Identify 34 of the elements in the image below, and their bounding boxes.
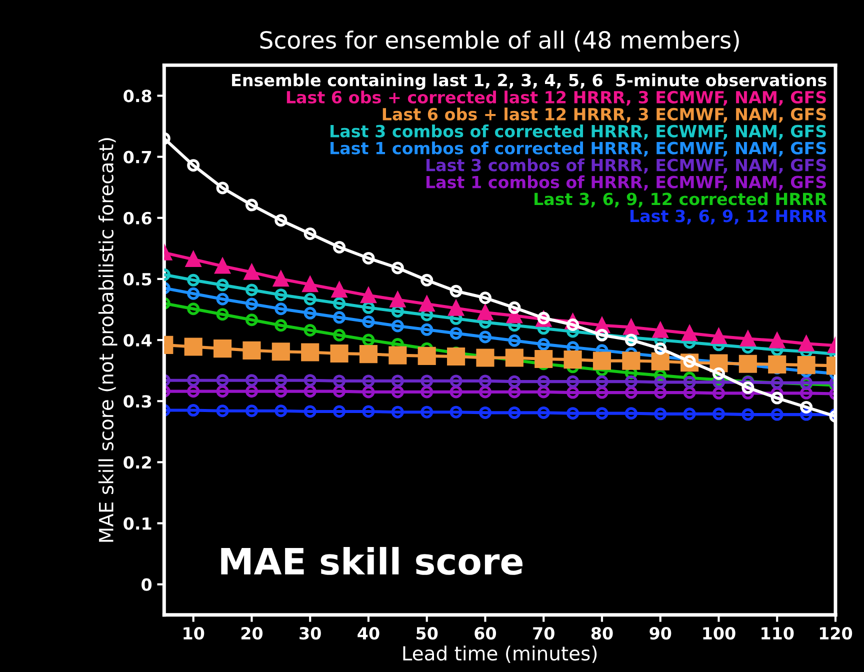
x-tick-label: 30	[300, 626, 321, 640]
y-tick-label: 0.6	[124, 212, 152, 224]
text: Last 6 obs + last 12 HRRR, 3 ECMWF, NAM, GFS	[382, 108, 826, 123]
y-tick-label: 0.4	[124, 334, 152, 347]
x-tick-label: 110	[762, 626, 794, 640]
annotation: MAE skill score	[221, 546, 522, 575]
y-tick-label: 0.7	[124, 150, 152, 164]
y-tick-label: 0.3	[124, 395, 152, 408]
y-tick-label: 0.5	[124, 272, 152, 286]
y-tick-label: 0	[142, 578, 152, 591]
text: Last 1 combos of corrected HRRR, ECMWF, NAM, GFS	[330, 142, 826, 157]
x-axis-title: Lead time (minutes)	[403, 646, 597, 663]
y-tick-label: 0.1	[124, 517, 152, 530]
text: Last 6 obs + corrected last 12 HRRR, 3 ECMWF, NAM, GFS	[286, 90, 826, 106]
x-tick-label: 20	[241, 626, 263, 640]
x-tick-label: 10	[184, 626, 204, 640]
text: Last 1 combos of HRRR, ECMWF, NAM, GFS	[426, 175, 826, 190]
text: Last 3 combos of HRRR, ECMWF, NAM, GFS	[426, 158, 826, 174]
text: Ensemble containing last 1, 2, 3, 4, 5, 6 5-minute observations	[232, 74, 826, 90]
y-axis-title: MAE skill score (not probabilistic forecast)	[98, 138, 118, 542]
text: Last 3, 6, 9, 12 corrected HRRR	[534, 192, 827, 208]
chart-title: Scores for ensemble of all (48 members)	[260, 30, 739, 52]
y-tick-label: 0.8	[124, 90, 152, 102]
x-tick-label: 100	[703, 626, 736, 640]
y-tick-label: 0.2	[124, 456, 151, 469]
x-tick-label: 50	[416, 626, 438, 640]
text: Last 3 combos of corrected HRRR, ECWMF, NAM, GFS	[330, 124, 826, 140]
x-tick-label: 80	[591, 626, 613, 640]
x-tick-label: 90	[650, 626, 672, 640]
x-tick-label: 120	[820, 626, 852, 640]
x-tick-label: 60	[474, 626, 496, 640]
x-tick-label: 40	[358, 626, 380, 640]
x-tick-label: 70	[533, 626, 554, 640]
text: Last 3, 6, 9, 12 HRRR	[630, 210, 827, 224]
